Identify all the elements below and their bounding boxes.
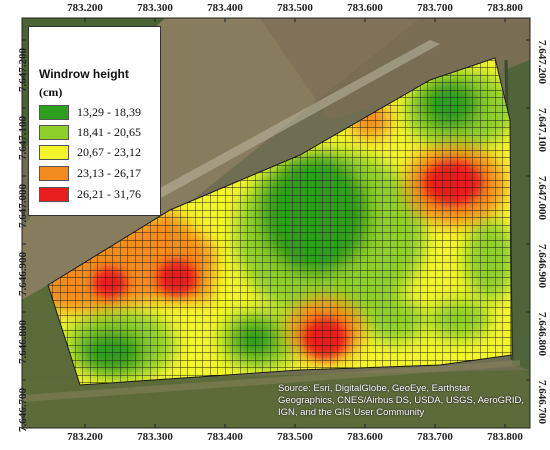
- legend-item: 26,21 - 31,76: [39, 187, 164, 203]
- legend-label: 18,41 - 20,65: [77, 125, 141, 139]
- x-tick-top: 783.800: [487, 2, 523, 14]
- x-tick-bottom: 783.300: [137, 431, 173, 443]
- legend-item: 13,29 - 18,39: [39, 105, 164, 121]
- x-tick-top: 783.400: [207, 2, 243, 14]
- legend-item: 23,13 - 26,17: [39, 166, 164, 182]
- y-tick-right: 7.646.900: [536, 244, 548, 288]
- legend-item: 18,41 - 20,65: [39, 125, 164, 141]
- x-tick-bottom: 783.600: [347, 431, 383, 443]
- legend-swatch: [39, 125, 69, 140]
- legend-swatch: [39, 187, 69, 202]
- x-tick-bottom: 783.400: [207, 431, 243, 443]
- legend-swatch: [39, 105, 69, 120]
- y-tick-left: 7.646.800: [17, 320, 29, 364]
- y-tick-right: 7.646.700: [536, 380, 548, 424]
- x-tick-top: 783.700: [417, 2, 453, 14]
- y-tick-right: 7.647.100: [536, 108, 548, 152]
- legend-unit: (cm): [39, 85, 63, 99]
- legend-item: 20,67 - 23,12: [39, 145, 164, 161]
- y-tick-right: 7.646.800: [536, 312, 548, 356]
- x-tick-top: 783.500: [277, 2, 313, 14]
- map-frame: [21, 17, 531, 429]
- y-tick-right: 7.647.200: [536, 40, 548, 84]
- map-attribution: Source: Esri, DigitalGlobe, GeoEye, Eart…: [278, 383, 525, 418]
- legend-swatch: [39, 166, 69, 181]
- y-tick-left: 7.646.900: [17, 252, 29, 296]
- legend-label: 23,13 - 26,17: [77, 166, 141, 180]
- x-tick-bottom: 783.200: [67, 431, 103, 443]
- x-tick-top: 783.600: [347, 2, 383, 14]
- legend-label: 20,67 - 23,12: [77, 145, 141, 159]
- x-tick-bottom: 783.500: [277, 431, 313, 443]
- x-tick-top: 783.200: [67, 2, 103, 14]
- x-tick-bottom: 783.700: [417, 431, 453, 443]
- legend-label: 26,21 - 31,76: [77, 187, 141, 201]
- y-tick-right: 7.647.000: [536, 176, 548, 220]
- tick-marks: [22, 18, 530, 428]
- y-tick-left: 7.646.700: [17, 388, 29, 432]
- legend-swatch: [39, 145, 69, 160]
- legend-title: Windrow height: [39, 67, 129, 81]
- x-tick-top: 783.300: [137, 2, 173, 14]
- map-legend: Windrow height (cm) 13,29 - 18,39 18,41 …: [28, 26, 161, 216]
- legend-label: 13,29 - 18,39: [77, 105, 141, 119]
- x-tick-bottom: 783.800: [487, 431, 523, 443]
